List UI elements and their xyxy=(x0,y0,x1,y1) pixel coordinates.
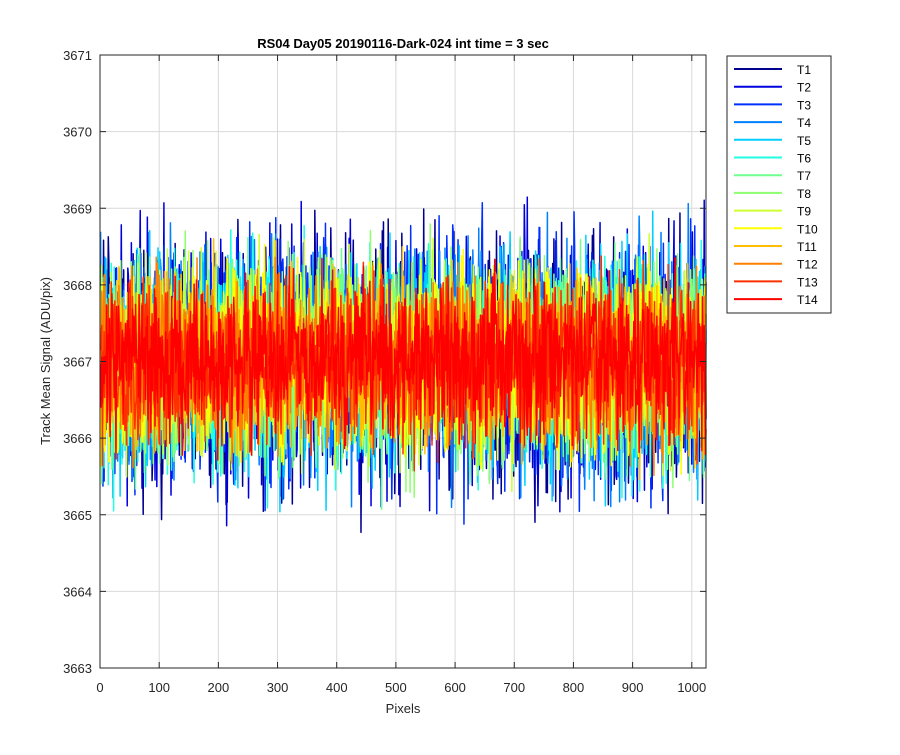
x-tick-label: 300 xyxy=(267,680,289,695)
legend-label-t2: T2 xyxy=(797,81,811,95)
legend: T1 T2 T3 T4 T5 T6 T7 T8 T9 T10 T11 T12 T13 T14 xyxy=(726,55,832,314)
ticks: 0 100 200 300 400 500 600 700 800 900 1000 3663 3664… xyxy=(63,48,706,695)
legend-label-t13: T13 xyxy=(797,275,818,289)
legend-label-t8: T8 xyxy=(797,187,811,201)
y-axis-label: Track Mean Signal (ADU/pix) xyxy=(38,277,53,445)
x-tick-label: 900 xyxy=(622,680,644,695)
y-tick-label: 3671 xyxy=(63,48,92,63)
legend-label-t1: T1 xyxy=(797,63,811,77)
y-tick-label: 3666 xyxy=(63,431,92,446)
y-tick-label: 3669 xyxy=(63,201,92,216)
x-tick-label: 1000 xyxy=(677,680,706,695)
legend-label-t10: T10 xyxy=(797,222,818,236)
y-tick-label: 3664 xyxy=(63,584,92,599)
legend-label-t5: T5 xyxy=(797,134,811,148)
series-layer xyxy=(99,196,707,534)
x-tick-label: 0 xyxy=(96,680,103,695)
y-tick-label: 3670 xyxy=(63,125,92,140)
legend-label-t4: T4 xyxy=(797,116,811,130)
legend-label-t11: T11 xyxy=(797,240,817,254)
legend-label-t3: T3 xyxy=(797,98,811,112)
y-tick-label: 3663 xyxy=(63,661,92,676)
y-tick-label: 3667 xyxy=(63,355,92,370)
legend-label-t12: T12 xyxy=(797,258,818,272)
x-axis-label: Pixels xyxy=(386,701,421,716)
legend-box xyxy=(726,55,832,314)
x-tick-label: 600 xyxy=(444,680,466,695)
x-tick-label: 200 xyxy=(208,680,230,695)
legend-label-t14: T14 xyxy=(797,293,818,307)
chart-title: RS04 Day05 20190116-Dark-024 int time = … xyxy=(257,36,549,51)
series-line-t14 xyxy=(99,257,707,461)
y-tick-label: 3668 xyxy=(63,278,92,293)
legend-label-t6: T6 xyxy=(797,152,811,166)
x-tick-label: 400 xyxy=(326,680,348,695)
y-tick-label: 3665 xyxy=(63,508,92,523)
legend-label-t9: T9 xyxy=(797,205,811,219)
x-tick-label: 700 xyxy=(503,680,525,695)
x-tick-label: 500 xyxy=(385,680,407,695)
legend-label-t7: T7 xyxy=(797,169,811,183)
x-tick-label: 800 xyxy=(563,680,585,695)
x-tick-label: 100 xyxy=(148,680,170,695)
